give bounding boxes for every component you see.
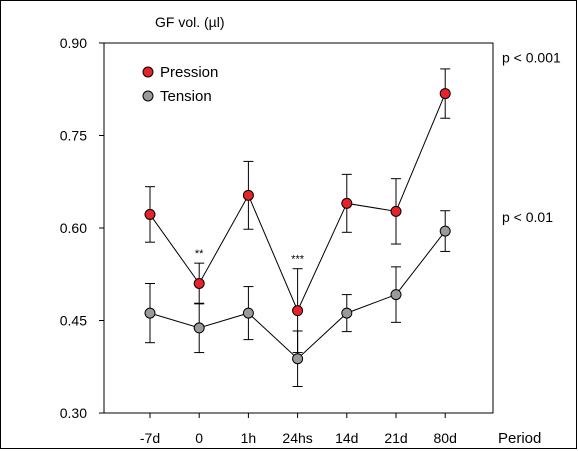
data-point-pression <box>144 208 156 220</box>
data-point-tension <box>242 307 254 319</box>
data-point-pression <box>439 88 451 100</box>
x-tick-label: 14d <box>335 430 358 446</box>
legend-marker <box>142 90 154 102</box>
data-point-tension <box>390 289 402 301</box>
x-tick-label: 1h <box>241 430 257 446</box>
x-tick-label: -7d <box>140 430 160 446</box>
significance-marker: ** <box>195 248 204 260</box>
p-value-label: p < 0.001 <box>502 50 561 66</box>
data-point-tension <box>439 225 451 237</box>
x-tick-label: 80d <box>434 430 457 446</box>
plot-area: 0.90 0.75 0.60 0.45 0.30 -7d 0 1h 24hs 14d 21d 80d *… <box>60 35 561 446</box>
y-tick-label: 0.75 <box>60 128 87 144</box>
y-axis-label: GF vol. (µl) <box>155 14 225 30</box>
data-point-tension <box>144 307 156 319</box>
y-tick-label: 0.45 <box>60 313 87 329</box>
x-tick-label: 21d <box>384 430 407 446</box>
legend-label: Pression <box>160 64 218 81</box>
legend-marker <box>142 66 154 78</box>
p-value-label: p < 0.01 <box>502 209 553 225</box>
y-tick-label: 0.60 <box>60 220 87 236</box>
data-point-pression <box>341 197 353 209</box>
data-point-tension <box>193 322 205 334</box>
data-point-pression <box>193 278 205 289</box>
x-tick-label: 0 <box>195 430 203 446</box>
data-point-pression <box>292 305 304 317</box>
legend-label: Tension <box>160 88 212 105</box>
x-axis-label: Period <box>498 430 541 447</box>
significance-marker: *** <box>291 254 305 266</box>
data-point-tension <box>341 307 353 319</box>
x-tick-label: 24hs <box>282 430 312 446</box>
data-point-pression <box>242 189 254 201</box>
data-point-tension <box>292 353 304 365</box>
y-tick-label: 0.90 <box>60 35 87 51</box>
data-point-pression <box>390 205 402 217</box>
y-tick-label: 0.30 <box>60 405 87 421</box>
